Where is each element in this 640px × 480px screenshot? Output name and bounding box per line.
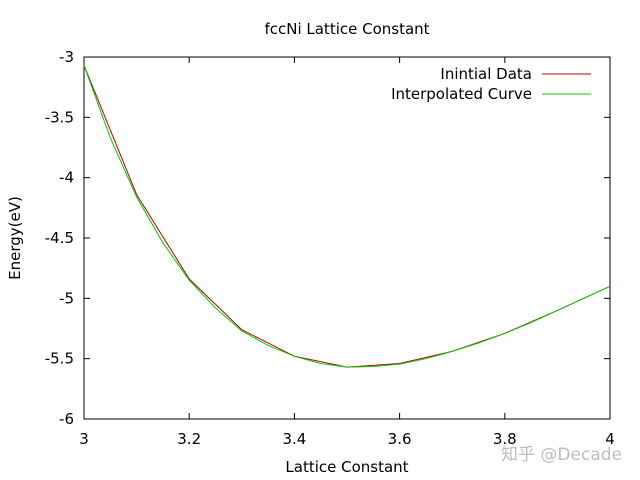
y-axis-ticks: -3 -3.5 -4 -4.5 -5 -5.5 -6 (45, 48, 610, 428)
x-tick-label: 3 (79, 430, 89, 448)
y-tick-label: -5 (59, 289, 74, 307)
plot-frame (83, 56, 611, 420)
y-tick-label: -6 (59, 410, 74, 428)
series-layer (83, 65, 611, 368)
y-tick-label: -5.5 (45, 350, 74, 368)
series-line-interpolated-curve (83, 65, 611, 368)
legend-label: Inintial Data (440, 65, 532, 83)
y-tick-label: -3.5 (45, 108, 74, 126)
y-tick-label: -4.5 (45, 229, 74, 247)
y-axis-label: Energy(eV) (6, 196, 24, 280)
legend: Inintial Data Interpolated Curve (391, 65, 591, 103)
watermark: 知乎 @Decade (501, 445, 622, 465)
x-tick-label: 3.8 (493, 430, 517, 448)
chart-title: fccNi Lattice Constant (264, 20, 429, 38)
x-axis-label: Lattice Constant (285, 458, 408, 476)
y-tick-label: -3 (59, 48, 74, 66)
x-tick-label: 3.2 (177, 430, 201, 448)
y-tick-label: -4 (59, 169, 74, 187)
x-tick-label: 3.4 (282, 430, 306, 448)
legend-label: Interpolated Curve (391, 85, 532, 103)
x-tick-label: 4 (605, 430, 615, 448)
x-tick-label: 3.6 (388, 430, 412, 448)
series-line-initial-data (83, 65, 611, 368)
x-axis-ticks: 3 3.2 3.4 3.6 3.8 4 (79, 57, 615, 448)
